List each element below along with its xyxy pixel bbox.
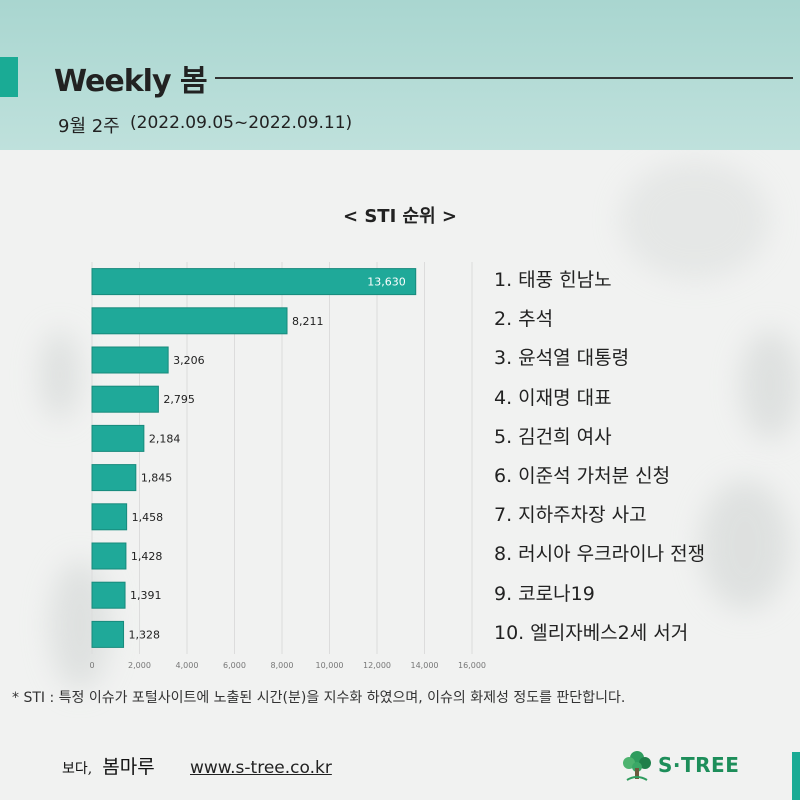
footnote: * STI : 특정 이슈가 포털사이트에 노출된 시간(분)을 지수화 하였으… xyxy=(12,690,626,706)
stree-logo: S·TREE xyxy=(622,748,739,782)
bar-value-label: 2,795 xyxy=(163,393,195,406)
rank-item: 7. 지하주차장 사고 xyxy=(494,504,647,527)
header-banner: Weekly 봄 9월 2주 (2022.09.05~2022.09.11) xyxy=(0,0,800,150)
chart-title: < STI 순위 > xyxy=(342,206,458,227)
x-tick-label: 14,000 xyxy=(411,661,439,670)
bar xyxy=(91,464,137,492)
bar-value-label: 3,206 xyxy=(173,354,205,367)
x-tick-label: 8,000 xyxy=(271,661,294,670)
x-tick-label: 16,000 xyxy=(458,661,486,670)
bar-value-label: 2,184 xyxy=(149,432,181,445)
bar xyxy=(91,542,127,570)
bar-value-label: 1,845 xyxy=(141,472,173,485)
brand-signature: 보다, 봄마루 xyxy=(62,752,155,779)
bar xyxy=(91,385,159,413)
header-divider xyxy=(215,77,793,79)
x-tick-label: 2,000 xyxy=(128,661,151,670)
header-accent-bar xyxy=(0,57,18,97)
bar-value-label: 1,458 xyxy=(132,511,164,524)
bar-value-label: 1,428 xyxy=(131,550,163,563)
background-blob xyxy=(620,160,770,280)
x-tick-label: 12,000 xyxy=(363,661,391,670)
page-title: Weekly 봄 xyxy=(54,64,208,99)
bar-value-label: 8,211 xyxy=(292,315,324,328)
background-blob xyxy=(40,330,80,420)
rank-item: 2. 추석 xyxy=(494,308,554,331)
bar xyxy=(91,268,417,296)
tree-icon xyxy=(623,751,651,781)
bar-value-label: 1,328 xyxy=(129,628,161,641)
week-label: 9월 2주 xyxy=(58,116,120,137)
rank-list: 1. 태풍 힌남노 2. 추석 3. 윤석열 대통령 4. 이재명 대표 5. 김건희 … xyxy=(494,262,705,654)
x-tick-label: 10,000 xyxy=(316,661,344,670)
bar xyxy=(91,503,128,531)
rank-item: 1. 태풍 힌남노 xyxy=(494,269,612,291)
bar xyxy=(91,307,288,335)
rank-item: 9. 코로나19 xyxy=(494,582,595,605)
x-tick-label: 0 xyxy=(89,661,94,670)
bar-value-label: 1,391 xyxy=(130,589,162,602)
background-blob xyxy=(700,480,790,610)
website-link[interactable]: www.s-tree.co.kr xyxy=(190,758,332,778)
x-tick-label: 4,000 xyxy=(176,661,199,670)
corner-accent-bar xyxy=(792,752,800,800)
brand-main: 봄마루 xyxy=(102,756,155,778)
background-blob xyxy=(740,330,800,440)
rank-item: 8. 러시아 우크라이나 전쟁 xyxy=(494,543,706,566)
rank-item: 4. 이재명 대표 xyxy=(494,386,612,409)
rank-item: 3. 윤석열 대통령 xyxy=(494,347,630,370)
rank-item: 5. 김건희 여사 xyxy=(494,425,612,448)
bar xyxy=(91,620,125,648)
logo-name: S·TREE xyxy=(658,753,740,777)
bar-value-label: 13,630 xyxy=(367,276,406,289)
bar xyxy=(91,581,126,609)
x-tick-label: 6,000 xyxy=(223,661,246,670)
bar xyxy=(91,346,169,374)
rank-item: 10. 엘리자베스2세 서거 xyxy=(494,621,689,644)
bar xyxy=(91,424,145,452)
rank-item: 6. 이준석 가처분 신청 xyxy=(494,464,671,487)
date-range: (2022.09.05~2022.09.11) xyxy=(130,113,353,133)
brand-sub: 보다, xyxy=(62,761,93,777)
